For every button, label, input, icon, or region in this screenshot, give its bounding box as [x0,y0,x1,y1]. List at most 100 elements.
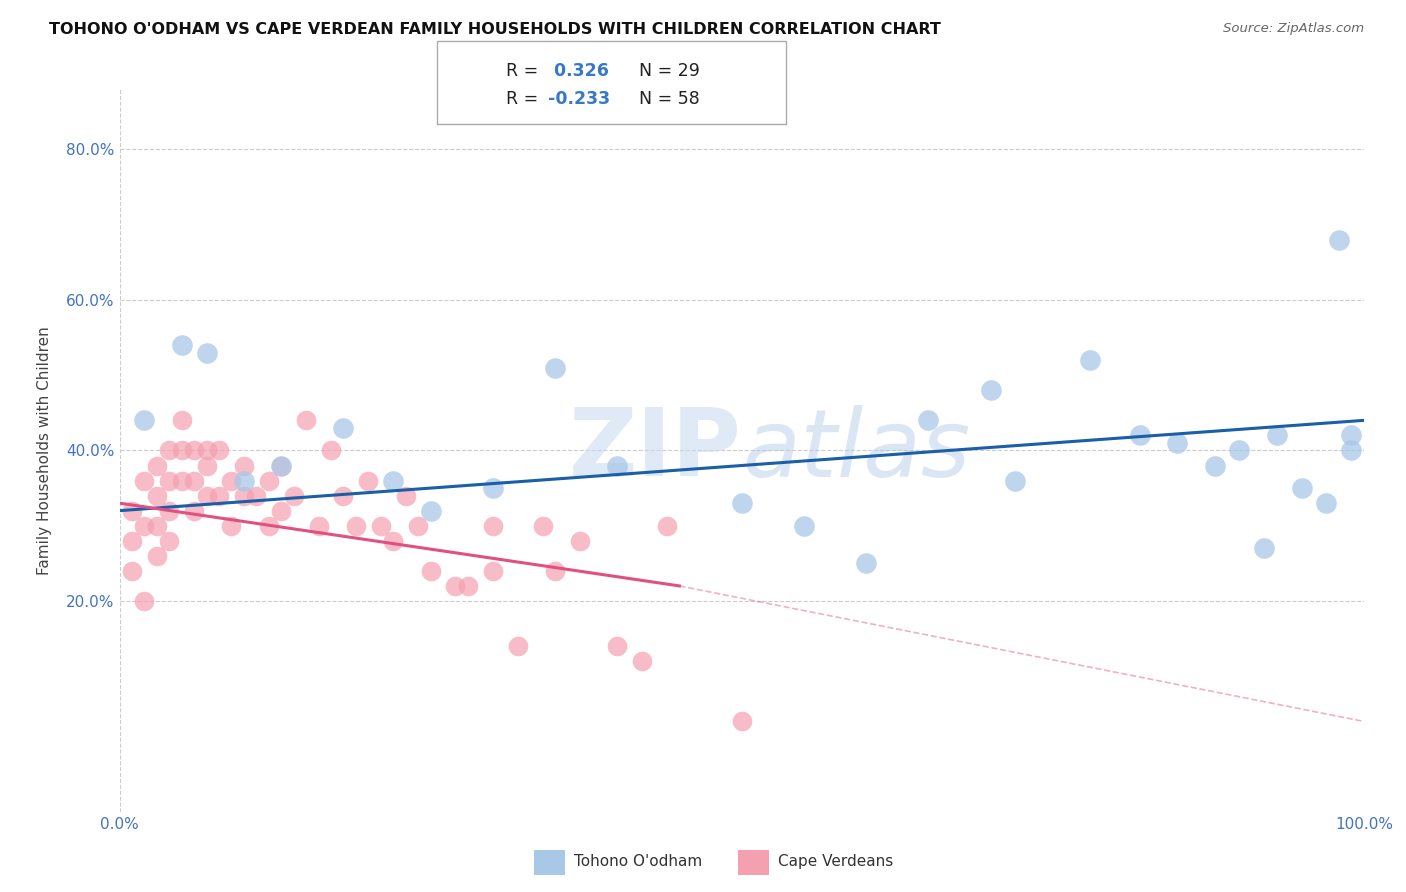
Point [1204,458,1226,473]
Point [183,474,205,488]
Point [419,503,441,517]
Point [1291,481,1313,495]
Point [270,503,292,517]
Point [170,338,193,352]
Text: atlas: atlas [742,405,970,496]
Point [531,518,554,533]
Point [121,503,143,517]
Point [208,489,231,503]
Point [606,458,628,473]
Point [157,474,180,488]
Point [134,594,156,608]
Point [382,474,405,488]
Point [157,443,180,458]
Point [1078,353,1101,368]
Point [332,421,354,435]
Point [855,557,877,571]
Point [481,481,503,495]
Point [357,474,380,488]
Point [134,413,156,427]
Point [134,474,156,488]
Point [257,474,280,488]
Point [195,345,218,359]
Point [157,533,180,548]
Point [170,474,193,488]
Point [221,474,243,488]
Point [544,360,567,375]
Point [370,518,392,533]
Text: -0.233: -0.233 [548,90,610,108]
Point [979,384,1001,398]
Point [382,533,405,548]
Point [481,564,503,578]
Point [506,639,529,653]
Point [283,489,305,503]
Point [195,458,218,473]
Point [157,503,180,517]
Text: 0.326: 0.326 [548,62,609,80]
Point [170,413,193,427]
Point [170,443,193,458]
Point [568,533,591,548]
Point [233,474,256,488]
Point [308,518,330,533]
Point [208,443,231,458]
Point [146,458,169,473]
Point [655,518,678,533]
Point [221,518,243,533]
Point [257,518,280,533]
Point [295,413,318,427]
Text: Tohono O'odham: Tohono O'odham [574,855,702,869]
Point [1253,541,1275,556]
Point [1166,436,1188,450]
Text: N = 29: N = 29 [628,62,700,80]
Point [319,443,342,458]
Point [1229,443,1251,458]
Point [544,564,567,578]
Point [406,518,429,533]
Point [1340,443,1362,458]
Point [270,458,292,473]
Point [121,533,143,548]
Point [1129,428,1152,442]
Point [1340,428,1362,442]
Text: TOHONO O'ODHAM VS CAPE VERDEAN FAMILY HOUSEHOLDS WITH CHILDREN CORRELATION CHART: TOHONO O'ODHAM VS CAPE VERDEAN FAMILY HO… [49,22,941,37]
Text: ZIP: ZIP [569,404,742,497]
Text: R =: R = [506,90,544,108]
Text: R =: R = [506,62,544,80]
Text: Source: ZipAtlas.com: Source: ZipAtlas.com [1223,22,1364,36]
Point [146,549,169,563]
Point [793,518,815,533]
Point [183,443,205,458]
Point [731,714,754,729]
Point [457,579,479,593]
Text: Cape Verdeans: Cape Verdeans [778,855,893,869]
Point [731,496,754,510]
Point [134,518,156,533]
Point [245,489,267,503]
Y-axis label: Family Households with Children: Family Households with Children [38,326,52,574]
Point [1327,233,1350,247]
Point [121,564,143,578]
Point [1004,474,1026,488]
Point [1265,428,1288,442]
Point [183,503,205,517]
Point [195,489,218,503]
Point [146,518,169,533]
Point [332,489,354,503]
Point [1315,496,1337,510]
Point [606,639,628,653]
Point [344,518,367,533]
Point [917,413,939,427]
Point [233,458,256,473]
Point [195,443,218,458]
Point [419,564,441,578]
Point [481,518,503,533]
Point [146,489,169,503]
Point [270,458,292,473]
Point [444,579,467,593]
Point [395,489,418,503]
Text: N = 58: N = 58 [628,90,700,108]
Point [631,654,654,668]
Point [233,489,256,503]
